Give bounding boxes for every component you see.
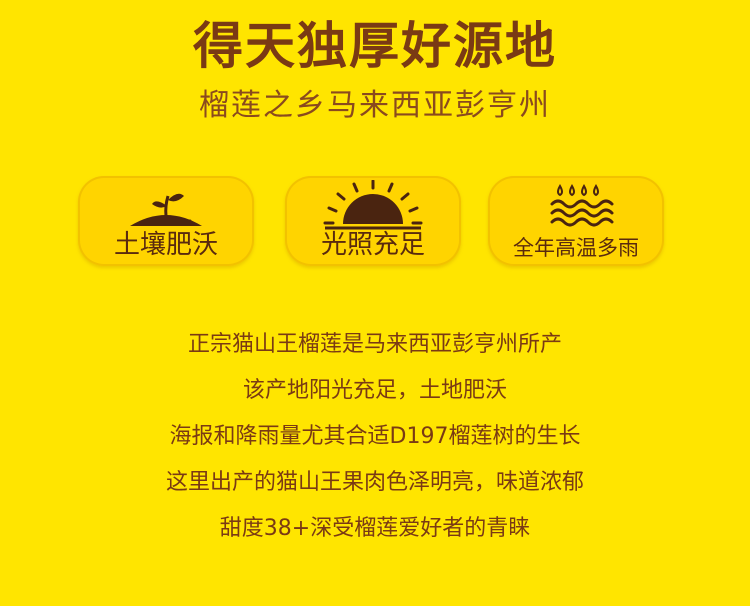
soil-sprout-icon — [130, 193, 202, 226]
description-line: 正宗猫山王榴莲是马来西亚彭亨州所产 — [187, 332, 562, 357]
page-subtitle: 榴莲之乡马来西亚彭亨州 — [199, 88, 551, 123]
sun-icon — [323, 180, 423, 230]
description-line: 这里出产的猫山王果肉色泽明亮，味道浓郁 — [165, 470, 584, 495]
feature-card-sun: 光照充足 — [285, 176, 461, 266]
feature-label-sun: 光照充足 — [320, 230, 425, 260]
page-title: 得天独厚好源地 — [193, 17, 557, 75]
feature-label-rain: 全年高温多雨 — [513, 236, 639, 260]
description-line: 海报和降雨量尤其合适D197榴莲树的生长 — [169, 424, 581, 449]
feature-card-soil: 土壤肥沃 — [78, 176, 254, 266]
feature-label-soil: 土壤肥沃 — [113, 230, 218, 260]
description-line: 甜度38+深受榴莲爱好者的青睐 — [219, 516, 531, 541]
rain-water-icon — [550, 183, 614, 227]
description: 正宗猫山王榴莲是马来西亚彭亨州所产 该产地阳光充足，土地肥沃 海报和降雨量尤其合… — [0, 322, 750, 552]
feature-card-rain: 全年高温多雨 — [488, 176, 664, 266]
description-line: 该产地阳光充足，土地肥沃 — [242, 378, 507, 403]
